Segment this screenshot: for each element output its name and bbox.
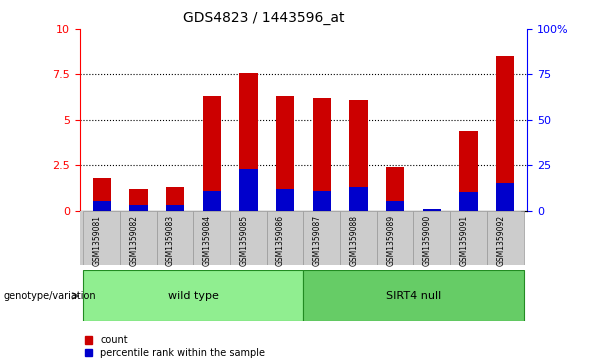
Text: GSM1359090: GSM1359090 <box>423 215 432 266</box>
Bar <box>340 211 377 265</box>
Bar <box>349 100 368 211</box>
Bar <box>157 211 193 265</box>
Text: GSM1359086: GSM1359086 <box>276 215 285 266</box>
Text: SIRT4 null: SIRT4 null <box>386 291 441 301</box>
Bar <box>129 205 148 211</box>
Bar <box>202 96 221 211</box>
Bar <box>496 183 514 211</box>
Text: GSM1359087: GSM1359087 <box>313 215 322 266</box>
Bar <box>230 211 267 265</box>
Bar <box>349 187 368 211</box>
Bar <box>276 96 294 211</box>
Text: GSM1359092: GSM1359092 <box>496 215 505 266</box>
Text: GSM1359082: GSM1359082 <box>129 215 139 266</box>
Bar <box>120 211 157 265</box>
Bar <box>386 167 405 211</box>
Bar <box>83 211 120 265</box>
Text: GSM1359084: GSM1359084 <box>203 215 211 266</box>
Text: GSM1359081: GSM1359081 <box>93 215 102 266</box>
Text: GSM1359083: GSM1359083 <box>166 215 175 266</box>
Bar <box>377 211 414 265</box>
Legend: count, percentile rank within the sample: count, percentile rank within the sample <box>85 335 265 358</box>
Bar <box>83 270 303 321</box>
Bar <box>303 270 524 321</box>
Bar <box>422 209 441 211</box>
Bar <box>303 211 340 265</box>
Bar <box>414 211 450 265</box>
Bar <box>239 169 257 211</box>
Bar <box>459 131 478 211</box>
Bar <box>166 205 185 211</box>
Bar <box>313 98 331 211</box>
Bar <box>487 211 524 265</box>
Bar <box>450 211 487 265</box>
Text: GSM1359091: GSM1359091 <box>460 215 468 266</box>
Bar <box>239 73 257 211</box>
Text: GSM1359089: GSM1359089 <box>386 215 395 266</box>
Bar <box>93 178 111 211</box>
Bar <box>129 189 148 211</box>
Bar <box>193 211 230 265</box>
Text: GDS4823 / 1443596_at: GDS4823 / 1443596_at <box>183 11 345 25</box>
Bar <box>386 201 405 211</box>
Text: genotype/variation: genotype/variation <box>3 291 96 301</box>
Text: GSM1359088: GSM1359088 <box>349 215 359 266</box>
Bar <box>267 211 303 265</box>
Bar <box>496 56 514 211</box>
Bar <box>422 209 441 211</box>
Text: GSM1359085: GSM1359085 <box>240 215 248 266</box>
Bar <box>93 201 111 211</box>
Bar <box>166 187 185 211</box>
Bar <box>459 192 478 211</box>
Bar <box>202 191 221 211</box>
Bar <box>276 189 294 211</box>
Text: wild type: wild type <box>168 291 219 301</box>
Bar <box>313 191 331 211</box>
